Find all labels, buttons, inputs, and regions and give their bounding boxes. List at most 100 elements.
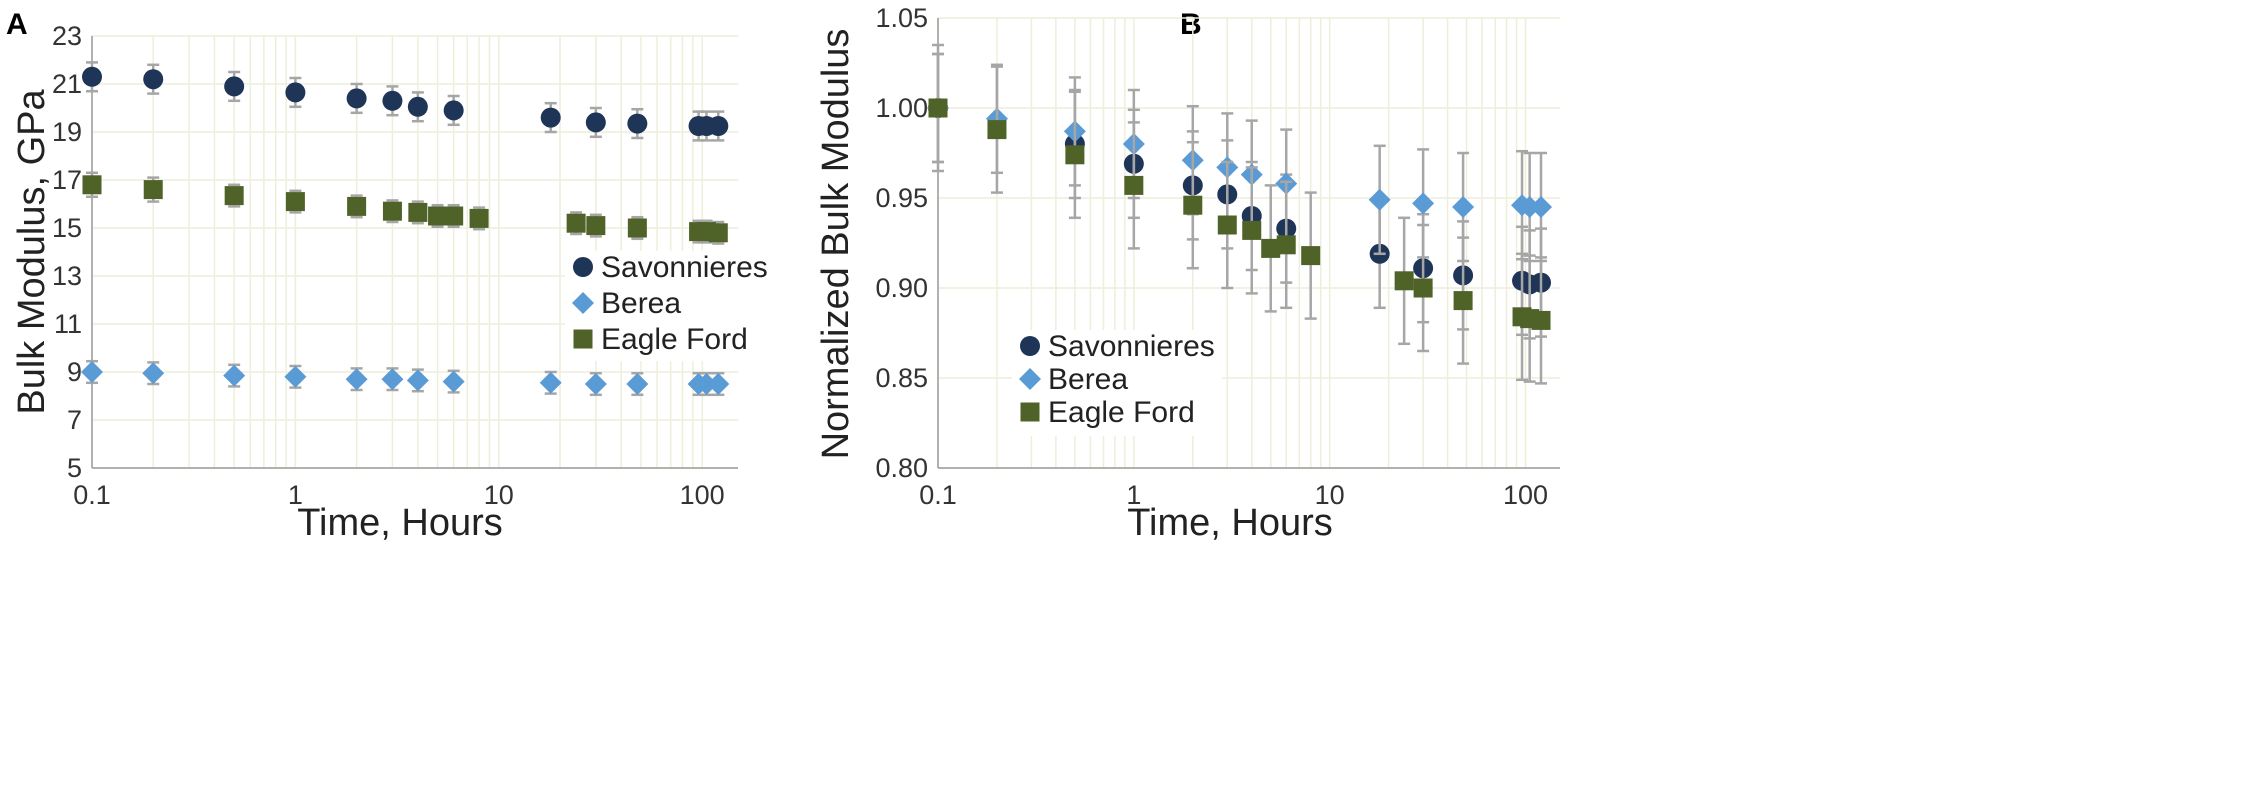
chart-a-eagle-ford-point [586, 216, 606, 236]
chart-b-ytick-label: 1.05 [875, 3, 928, 33]
chart-a-legend-label: Eagle Ford [601, 323, 748, 356]
chart-b-legend-label: Savonnieres [1048, 330, 1215, 363]
chart-b-berea-point [1530, 196, 1553, 218]
chart-a-savonnieres-point [224, 76, 245, 97]
chart-a-berea-point [345, 368, 368, 391]
chart-a-ytick-label: 19 [52, 117, 82, 147]
chart-a-eagle-ford-point [627, 218, 647, 238]
chart-b-ylabel: Normalized Bulk Modulus [815, 29, 857, 460]
chart-a-xtick-label: 1 [288, 480, 303, 510]
chart-a-legend-marker [572, 292, 594, 314]
chart-b-legend-marker [1019, 368, 1041, 390]
chart-b-eagle-ford-point [1413, 278, 1433, 298]
chart-b-eagle-ford-point [1394, 271, 1414, 291]
chart-a-eagle-ford-point [444, 206, 464, 226]
chart-a-ytick-label: 9 [67, 357, 82, 387]
chart-b-legend-label: Eagle Ford [1048, 396, 1195, 429]
chart-a-savonnieres-point [585, 112, 606, 133]
chart-b-ytick-label: 0.90 [875, 273, 928, 303]
chart-a-savonnieres-point [540, 107, 561, 128]
chart-a-ytick-label: 5 [67, 453, 82, 483]
chart-a-savonnieres-point [407, 96, 428, 117]
chart-a-savonnieres-point [143, 69, 164, 90]
chart-b-series-eagle-ford [928, 43, 1551, 385]
chart-b-eagle-ford-point [1276, 235, 1296, 255]
chart-a-berea-point [81, 361, 103, 383]
chart-a-ytick-label: 17 [52, 165, 82, 195]
chart-a-eagle-ford-point [82, 175, 102, 195]
chart-b-berea-point [1412, 192, 1435, 215]
chart-a-berea-point [584, 373, 607, 395]
chart-a-ytick-label: 11 [54, 309, 82, 339]
chart-b-eagle-ford-point [1301, 246, 1321, 266]
chart-a-legend-label: Berea [601, 287, 681, 320]
chart-a-eagle-ford-point [408, 202, 428, 222]
chart-a-berea-point [381, 368, 404, 391]
chart-a-berea-point [284, 365, 307, 388]
chart-a-eagle-ford-point [566, 213, 586, 233]
chart-a-ytick-label: 13 [52, 261, 82, 291]
chart-a-berea-point [626, 373, 649, 395]
chart-b-ytick-label: 0.80 [875, 453, 928, 483]
chart-b-legend-marker [1020, 336, 1040, 356]
chart-a-legend-marker [573, 329, 593, 349]
chart-a-xlabel: Time, Hours [297, 502, 503, 544]
chart-b-eagle-ford-point [1217, 215, 1237, 235]
chart-a-berea-point [539, 371, 562, 394]
chart-a-series-eagle-ford [82, 171, 728, 245]
chart-b-xtick-label: 10 [1315, 480, 1345, 510]
chart-b-legend-label: Berea [1048, 363, 1128, 396]
chart-b-eagle-ford-point [1242, 220, 1262, 240]
chart-a-eagle-ford-point [143, 180, 163, 200]
chart-a-berea-point [442, 370, 465, 393]
chart-a-savonnieres-point [627, 113, 648, 134]
chart-b-xlabel: Time, Hours [1127, 502, 1333, 544]
chart-b-xtick-label: 100 [1503, 480, 1548, 510]
chart-b-eagle-ford-point [1183, 195, 1203, 215]
chart-a-legend-marker [573, 257, 593, 277]
chart-b-eagle-ford-point [1124, 175, 1144, 195]
chart-a-berea-point [142, 362, 165, 385]
chart-a-savonnieres-point [382, 90, 403, 111]
chart-b-ytick-label: 1.00 [875, 93, 928, 123]
panel-a-letter: A [6, 8, 28, 41]
chart-a-savonnieres-point [708, 116, 729, 136]
chart-a-savonnieres-point [346, 88, 367, 109]
chart-a-ylabel: Bulk Modulus, GPa [11, 89, 53, 415]
chart-b-berea-point [1368, 188, 1391, 211]
panel-a: A 5 7 9 11 13 15 17 19 21 23 0.1 1 10 100 Time, Hours B… [6, 8, 768, 544]
chart-b-eagle-ford-point [987, 120, 1007, 140]
chart-b-series-berea [927, 52, 1553, 263]
chart-a-berea-point [695, 373, 718, 395]
chart-a-xtick-label: 100 [680, 480, 725, 510]
chart-b-eagle-ford-point [1065, 145, 1085, 165]
chart-a-eagle-ford-point [708, 223, 728, 243]
chart-a-xtick-label: 10 [484, 480, 514, 510]
panel-b-letter: B [1180, 8, 1202, 41]
chart-a-eagle-ford-point [347, 196, 367, 216]
chart-a-xtick-label: 0.1 [73, 480, 111, 510]
chart-a-berea-point [223, 364, 246, 387]
chart-a-legend-label: Savonnieres [601, 251, 768, 284]
chart-b-eagle-ford-point [1531, 310, 1551, 330]
chart-a-savonnieres-point [82, 66, 102, 87]
chart-a-series-berea [81, 359, 730, 397]
chart-a-legend-background [565, 251, 755, 361]
chart-b-eagle-ford-point [928, 98, 948, 118]
chart-a-ytick-label: 15 [52, 213, 82, 243]
chart-a-ytick-label: 7 [67, 405, 82, 435]
chart-a-eagle-ford-point [428, 206, 448, 226]
chart-b-berea-point [1518, 196, 1541, 218]
chart-b-berea-point [1452, 196, 1475, 218]
chart-b-legend-background [1012, 330, 1222, 436]
chart-a-berea-point [406, 369, 429, 392]
chart-b-ytick-label: 0.95 [875, 183, 928, 213]
chart-b-ytick-label: 0.85 [875, 363, 928, 393]
chart-b-xtick-label: 0.1 [919, 480, 957, 510]
panel-b: B 0.80 0.85 0.90 0.95 1.00 1.05 0.1 1 10 100 Time,… [815, 3, 1560, 544]
chart-a-berea-point [707, 373, 730, 395]
chart-a-series-savonnieres [82, 61, 729, 142]
